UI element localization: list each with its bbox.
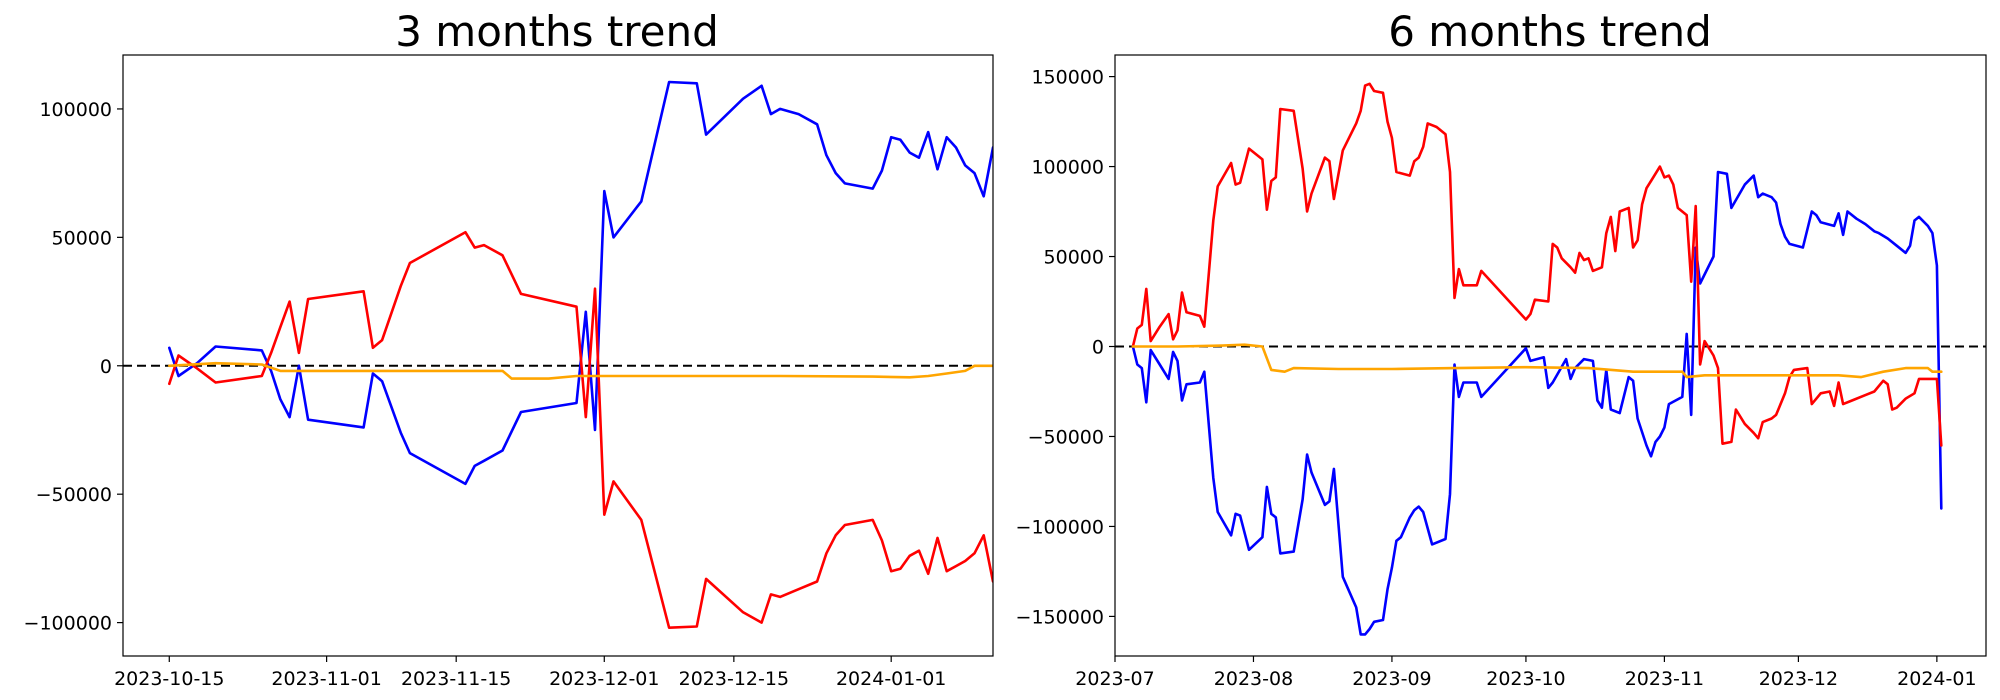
y-tick-label: 0 xyxy=(1092,337,1104,359)
series-line-1 xyxy=(168,80,993,486)
x-tick-label: 2024-01 xyxy=(1897,668,1976,690)
x-tick-label: 2023-12 xyxy=(1759,668,1838,690)
plot-frame xyxy=(122,54,994,657)
axes-layer: −150000 −100000 −50000 0 50000 100000 150000 20… xyxy=(1016,54,1987,690)
y-tick-label: −100000 xyxy=(1016,516,1104,538)
x-tick-label: 2023-12-15 xyxy=(679,668,789,690)
x-tick-label: 2023-11-01 xyxy=(271,668,381,690)
series-layer xyxy=(123,80,993,630)
series-line-1 xyxy=(1131,170,1943,636)
chart-3-months: 3 months trend −100000 −50000 0 50000 100000… xyxy=(24,7,994,690)
y-tick-label: −50000 xyxy=(1028,426,1104,448)
x-tick-label: 2023-07 xyxy=(1075,668,1154,690)
x-tick-label: 2023-08 xyxy=(1214,668,1293,690)
series-line-2 xyxy=(168,230,993,630)
y-tick-label: 50000 xyxy=(52,227,112,249)
y-tick-label: 100000 xyxy=(1031,157,1104,179)
x-tick-label: 2023-12-01 xyxy=(549,668,659,690)
y-tick-label: −50000 xyxy=(36,484,112,506)
y-tick-label: 100000 xyxy=(39,99,112,121)
y-tick-label: 0 xyxy=(100,356,112,378)
chart-6-months: 6 months trend −150000 −100000 −50000 0 5000… xyxy=(1016,7,1987,690)
plot-frame xyxy=(1114,54,1987,657)
x-tick-label: 2023-11 xyxy=(1625,668,1704,690)
series-line-3 xyxy=(1131,343,1943,379)
series-line-3 xyxy=(168,361,993,380)
x-tick-label: 2023-09 xyxy=(1352,668,1431,690)
series-layer xyxy=(1115,82,1986,636)
y-tick-label: 50000 xyxy=(1044,247,1104,269)
x-tick-label: 2023-11-15 xyxy=(401,668,511,690)
x-tick-label: 2023-10-15 xyxy=(114,668,224,690)
x-tick-label: 2024-01-01 xyxy=(836,668,946,690)
chart-title: 6 months trend xyxy=(1388,7,1712,56)
x-tick-label: 2023-10 xyxy=(1486,668,1565,690)
y-tick-label: −150000 xyxy=(1016,606,1104,628)
y-tick-label: −100000 xyxy=(24,613,112,635)
axes-layer: −100000 −50000 0 50000 100000 2023-10-15 2023-… xyxy=(24,54,994,690)
chart-title: 3 months trend xyxy=(395,7,719,56)
y-tick-label: 150000 xyxy=(1031,67,1104,89)
series-line-2 xyxy=(1131,82,1943,447)
